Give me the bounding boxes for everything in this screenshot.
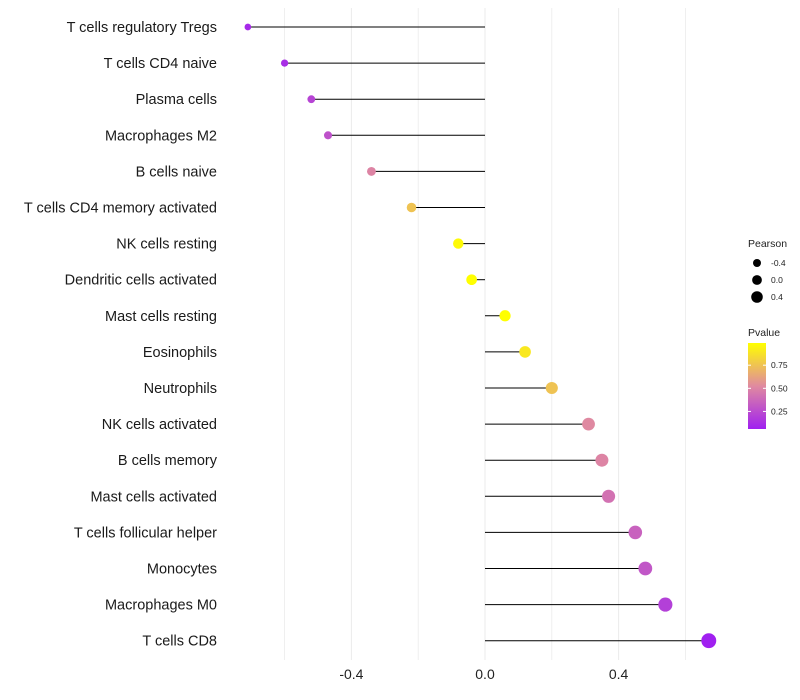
category-label: B cells naive	[136, 164, 217, 180]
size-legend-key	[751, 291, 763, 303]
category-label: Plasma cells	[136, 92, 217, 108]
category-label: NK cells activated	[102, 417, 217, 433]
category-label: Neutrophils	[144, 381, 217, 397]
category-label: Eosinophils	[143, 345, 217, 361]
category-label: Monocytes	[147, 562, 217, 578]
color-legend-title: Pvalue	[748, 327, 780, 339]
lollipop-point	[519, 346, 531, 358]
lollipop-point	[658, 597, 673, 612]
x-axis-tick-labels: -0.4 0.0 0.4	[339, 666, 628, 682]
lollipop-point	[628, 525, 643, 540]
lollipop-point	[545, 381, 558, 395]
lollipop-point	[367, 166, 376, 176]
category-labels: T cells regulatory Tregs T cells CD4 naiv…	[24, 20, 218, 650]
lollipop-point	[602, 489, 616, 503]
category-label: NK cells resting	[116, 237, 217, 253]
color-legend-label: 0.50	[771, 383, 788, 393]
category-label: T cells CD4 naive	[104, 56, 217, 72]
color-legend: 0.75 0.50 0.25	[748, 360, 788, 416]
size-legend-label: 0.4	[771, 292, 783, 302]
category-label: Dendritic cells activated	[65, 273, 217, 289]
x-tick-label: 0.0	[475, 666, 495, 682]
category-label: Mast cells resting	[105, 309, 217, 325]
size-legend-key	[752, 275, 762, 285]
lollipop-point	[323, 131, 333, 140]
pvalue-colorbar	[748, 343, 766, 429]
category-label: Macrophages M0	[105, 598, 217, 614]
lollipop-point	[582, 417, 595, 431]
grid-lines	[284, 8, 686, 660]
lollipop-point	[244, 23, 252, 31]
lollipop-point	[406, 202, 417, 213]
lollipop-points	[244, 23, 717, 649]
category-label: T cells regulatory Tregs	[67, 20, 217, 36]
category-label: Macrophages M2	[105, 128, 217, 144]
lollipop-point	[638, 561, 653, 576]
size-legend-title: Pearson	[748, 238, 787, 250]
x-tick-label: 0.4	[609, 666, 629, 682]
lollipop-point	[307, 95, 316, 104]
lollipop-point	[280, 59, 289, 67]
lollipop-point	[499, 310, 511, 322]
category-label: T cells CD8	[142, 634, 217, 650]
legend: Pearson -0.4 0.0 0.4 Pvalue 0.75 0.50 0.25	[748, 238, 788, 429]
size-legend-label: -0.4	[771, 258, 786, 268]
lollipop-point	[453, 238, 464, 249]
x-tick-label: -0.4	[339, 666, 363, 682]
lollipop-point	[595, 453, 609, 467]
lollipop-point	[701, 633, 717, 649]
size-legend-key	[753, 259, 761, 267]
lollipop-point	[466, 274, 477, 286]
color-legend-label: 0.25	[771, 406, 788, 416]
size-legend: -0.4 0.0 0.4	[751, 258, 786, 303]
category-label: Mast cells activated	[90, 489, 217, 505]
lollipop-stems	[247, 26, 709, 642]
category-label: B cells memory	[118, 453, 218, 469]
size-legend-label: 0.0	[771, 275, 783, 285]
category-label: T cells follicular helper	[74, 525, 217, 541]
category-label: T cells CD4 memory activated	[24, 201, 217, 217]
color-legend-label: 0.75	[771, 360, 788, 370]
